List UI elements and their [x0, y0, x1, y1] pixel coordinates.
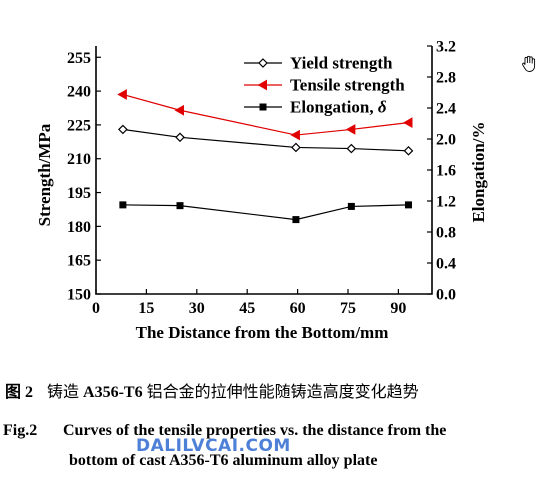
right-tick-label: 2.0 — [436, 132, 456, 149]
right-tick-label: 0.0 — [436, 287, 456, 304]
x-tick-label: 45 — [239, 300, 255, 317]
left-tick-label: 195 — [67, 185, 91, 202]
left-tick-label: 165 — [67, 253, 91, 270]
data-point — [175, 132, 185, 143]
data-point — [118, 124, 128, 135]
right-axis-title: Elongation/% — [469, 121, 488, 222]
left-tick-label: 225 — [67, 117, 91, 134]
legend-label: Tensile strength — [290, 76, 405, 95]
series-2 — [119, 201, 412, 224]
data-point — [346, 143, 357, 154]
x-axis-ticks: 0 15 30 45 60 75 90 — [92, 289, 406, 317]
data-point — [347, 202, 355, 210]
legend-marker — [257, 79, 267, 91]
x-tick-label: 30 — [189, 300, 205, 317]
right-tick-label: 2.8 — [436, 70, 456, 87]
caption-en-line2: bottom of cast A356-T6 aluminum alloy pl… — [69, 452, 378, 469]
data-point — [176, 202, 184, 210]
data-point — [345, 124, 356, 135]
legend: Yield strength Tensile strength Elongation… — [244, 54, 405, 117]
figure-label-cn: 图 2 — [5, 384, 34, 401]
left-tick-label: 150 — [67, 287, 91, 304]
x-tick-label: 60 — [290, 300, 306, 317]
left-tick-label: 210 — [67, 151, 91, 168]
caption-cn-prefix: 铸造 — [47, 384, 84, 401]
caption-cn-alloy: A356-T6 — [83, 384, 143, 401]
right-tick-label: 2.4 — [436, 101, 456, 118]
left-axis-title: Strength/MPa — [35, 123, 54, 226]
hand-cursor-icon — [522, 55, 536, 72]
figure-label-en: Fig.2 — [3, 422, 38, 439]
x-tick-label: 90 — [390, 300, 406, 317]
figure-caption-chinese: 图 2 铸造 A356-T6 铝合金的拉伸性能随铸造高度变化趋势 — [5, 378, 539, 402]
x-tick-label: 15 — [138, 300, 154, 317]
right-tick-label: 1.2 — [436, 194, 456, 211]
data-point — [119, 201, 127, 209]
data-point — [404, 201, 412, 209]
watermark-text: DALILVCAI.COM — [136, 436, 291, 456]
data-point — [403, 145, 414, 156]
series-0 — [118, 124, 414, 156]
x-tick-label: 75 — [340, 300, 356, 317]
legend-marker — [258, 58, 268, 68]
right-tick-label: 0.8 — [436, 225, 456, 242]
x-axis-title: The Distance from the Bottom/mm — [136, 323, 389, 340]
right-axis-ticks: 0.0 0.4 0.8 1.2 1.6 2.0 2.4 2.8 3.2 — [427, 39, 456, 304]
figure-caption-english: Fig.2 Curves of the tensile properties vs… — [3, 416, 533, 476]
left-tick-label: 240 — [67, 84, 91, 101]
left-tick-label: 255 — [67, 50, 91, 67]
series-1 — [117, 89, 413, 141]
caption-en-line1: Curves of the tensile properties vs. the… — [63, 422, 447, 439]
data-point — [292, 216, 300, 224]
left-tick-label: 180 — [67, 219, 91, 236]
data-point — [117, 89, 127, 100]
legend-label: Yield strength — [290, 54, 393, 73]
x-tick-label: 0 — [92, 300, 100, 317]
series-line — [122, 128, 409, 152]
legend-marker — [259, 103, 267, 111]
left-axis-ticks: 150 165 180 195 210 225 240 255 — [67, 50, 101, 304]
series-layer — [117, 89, 414, 224]
legend-label: Elongation, δ — [290, 98, 387, 117]
data-point — [290, 129, 300, 141]
right-tick-label: 0.4 — [436, 256, 456, 273]
series-line — [122, 204, 409, 221]
caption-cn-suffix: 铝合金的拉伸性能随铸造高度变化趋势 — [142, 384, 419, 401]
right-tick-label: 3.2 — [436, 39, 456, 56]
data-point — [402, 117, 413, 129]
data-point — [174, 104, 184, 116]
right-tick-label: 1.6 — [436, 163, 456, 180]
data-point — [291, 142, 301, 153]
